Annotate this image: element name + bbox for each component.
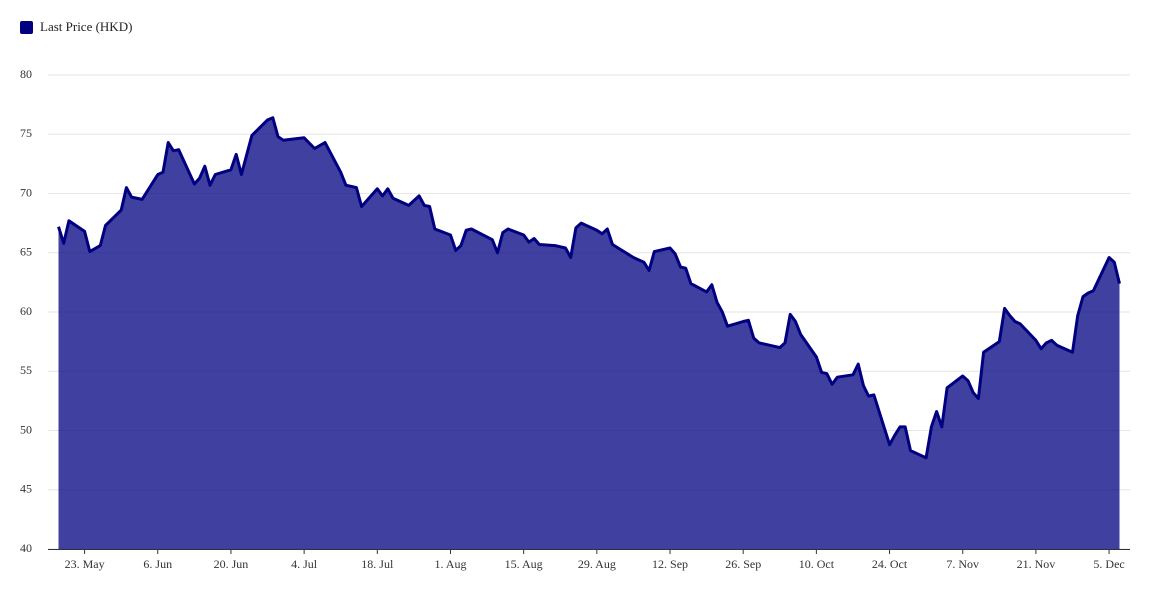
y-tick-label: 65: [20, 245, 32, 259]
y-tick-label: 60: [20, 304, 32, 318]
x-tick-label: 26. Sep: [725, 557, 761, 571]
y-tick-label: 80: [20, 67, 32, 81]
price-line: [57, 116, 1121, 460]
legend-text: Last Price (HKD): [40, 19, 132, 34]
x-tick-label: 7. Nov: [946, 557, 979, 571]
x-tick-label: 23. May: [65, 557, 105, 571]
x-tick-label: 20. Jun: [214, 557, 249, 571]
y-tick-label: 55: [20, 363, 32, 377]
x-tick-label: 6. Jun: [143, 557, 172, 571]
x-tick-label: 5. Dec: [1093, 557, 1124, 571]
x-tick-label: 4. Jul: [291, 557, 318, 571]
x-tick-label: 21. Nov: [1017, 557, 1056, 571]
y-tick-label: 70: [20, 185, 32, 199]
x-tick-label: 10. Oct: [799, 557, 835, 571]
y-tick-label: 40: [20, 541, 32, 555]
x-tick-label: 24. Oct: [872, 557, 908, 571]
x-tick-label: 18. Jul: [361, 557, 394, 571]
x-tick-label: 12. Sep: [652, 557, 688, 571]
y-tick-label: 50: [20, 422, 32, 436]
area-fill: [58, 117, 1120, 549]
y-tick-label: 45: [20, 482, 32, 496]
x-tick-label: 15. Aug: [505, 557, 543, 571]
legend-swatch: [20, 21, 33, 34]
x-tick-label: 1. Aug: [434, 557, 466, 571]
y-tick-label: 75: [20, 126, 32, 140]
x-tick-label: 29. Aug: [578, 557, 616, 571]
